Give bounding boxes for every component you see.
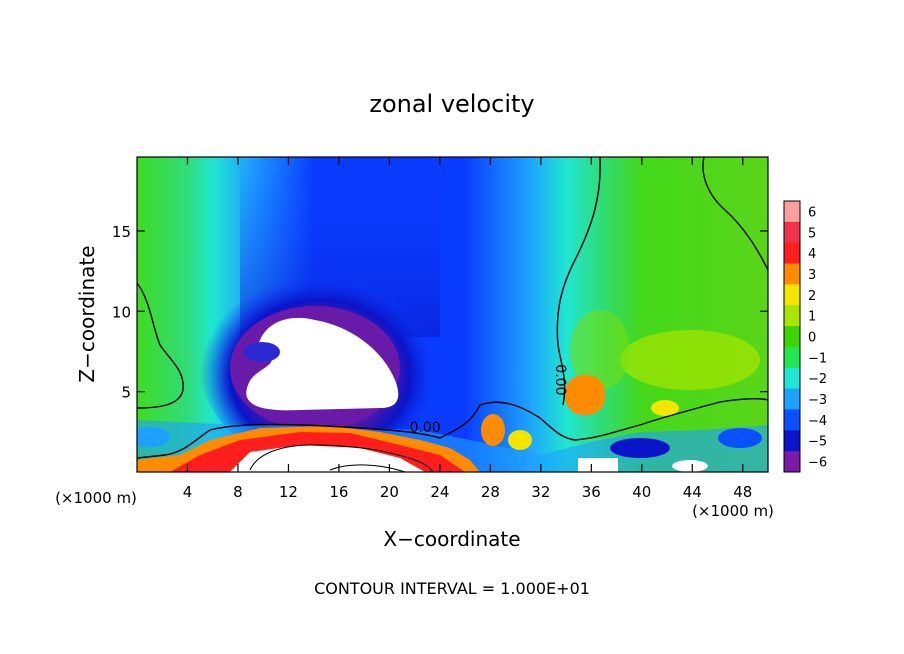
jet-secondary-lobe — [244, 342, 280, 362]
colorbar-label: 4 — [808, 247, 816, 262]
surface-contour — [249, 444, 434, 472]
out-of-range-patch-surface-2 — [672, 460, 708, 472]
negative-patch-surface-1 — [610, 438, 670, 458]
y-axis-label: Z−coordinate — [75, 245, 99, 382]
plot-area — [137, 157, 768, 472]
colorbar-swatch — [784, 242, 800, 265]
surface-extreme-region — [230, 445, 425, 472]
positive-patch-right — [620, 330, 760, 390]
colorbar-swatch — [784, 346, 800, 369]
x-tick-label: 48 — [733, 483, 752, 501]
negative-patch-left — [137, 427, 170, 447]
warm-patch-1 — [565, 375, 605, 415]
colorbar-label: −5 — [808, 435, 827, 450]
colorbar-swatch — [784, 451, 800, 473]
colorbar-swatch — [784, 305, 800, 327]
colorbar: 6 5 4 3 2 1 0 −1 −2 −3 −4 −5 −6 — [783, 200, 827, 473]
colorbar-swatch — [784, 221, 800, 244]
colorbar-label: −2 — [808, 372, 827, 387]
y-tick-label: 5 — [121, 384, 131, 402]
colorbar-label: −1 — [808, 351, 827, 366]
colorbar-swatch — [784, 201, 800, 223]
x-tick-label: 8 — [233, 483, 243, 501]
contour-labels: 0.00 0.00 — [410, 364, 568, 436]
contour-label: 0.00 — [552, 364, 568, 395]
y-tick-label: 10 — [112, 303, 131, 321]
colorbar-label: 1 — [808, 310, 816, 325]
colorbar-swatch — [784, 326, 800, 348]
y-axis: 5 10 15 — [112, 223, 768, 402]
y-tick-label: 15 — [112, 223, 131, 241]
colorbar-label: −3 — [808, 393, 827, 408]
colorbar-label: −6 — [808, 456, 827, 471]
x-axis: 4 8 12 16 20 24 28 32 36 40 44 48 — [183, 157, 752, 501]
x-axis-label: X−coordinate — [383, 527, 520, 551]
colorbar-swatch — [784, 430, 800, 452]
x-unit-left: (×1000 m) — [55, 489, 137, 507]
zero-contour-left — [137, 282, 184, 409]
x-tick-label: 12 — [279, 483, 298, 501]
colorbar-label: 2 — [808, 289, 816, 304]
zero-contours — [137, 157, 768, 472]
positive-patch-mid — [570, 310, 630, 390]
x-tick-label: 32 — [531, 483, 550, 501]
warm-patch-3 — [508, 430, 532, 450]
zero-contour-tilted — [556, 157, 601, 406]
warm-patch-4 — [651, 400, 679, 416]
x-tick-label: 20 — [380, 483, 399, 501]
colorbar-swatch — [784, 367, 800, 390]
colorbar-label: −4 — [808, 414, 827, 429]
out-of-range-negative-region — [246, 317, 399, 411]
colorbar-label: 5 — [808, 226, 816, 241]
colorbar-label: 0 — [808, 331, 816, 346]
colorbar-label: 6 — [808, 205, 816, 220]
colorbar-label: 3 — [808, 268, 816, 283]
x-tick-label: 44 — [683, 483, 702, 501]
zero-contour-right — [702, 157, 768, 271]
x-tick-label: 28 — [481, 483, 500, 501]
x-tick-label: 4 — [183, 483, 193, 501]
x-tick-label: 40 — [632, 483, 651, 501]
out-of-range-patch-surface-1 — [578, 458, 618, 472]
x-tick-label: 36 — [582, 483, 601, 501]
x-tick-label: 16 — [329, 483, 348, 501]
zero-contour-low-level — [137, 397, 768, 459]
negative-patch-surface-2 — [718, 428, 762, 448]
x-tick-label: 24 — [430, 483, 449, 501]
colorbar-frame — [783, 200, 801, 473]
colorbar-swatch — [784, 284, 800, 306]
contour-interval-footer: CONTOUR INTERVAL = 1.000E+01 — [314, 579, 590, 598]
colorbar-swatch — [784, 263, 800, 285]
surface-contour-inner — [329, 464, 406, 472]
plot-frame — [136, 156, 769, 473]
colorbar-swatch — [784, 409, 800, 431]
warm-patch-2 — [481, 414, 505, 446]
chart-title: zonal velocity — [369, 90, 534, 118]
colorbar-swatch — [784, 388, 800, 410]
x-unit-right: (×1000 m) — [692, 502, 774, 520]
contour-label: 0.00 — [410, 420, 441, 436]
